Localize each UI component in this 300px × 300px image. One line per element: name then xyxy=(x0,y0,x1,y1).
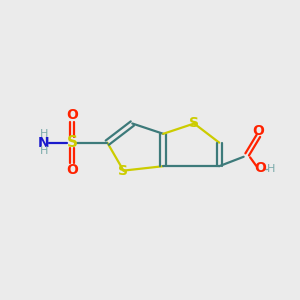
Text: S: S xyxy=(189,116,199,130)
Text: O: O xyxy=(66,108,78,122)
Text: H: H xyxy=(40,146,48,157)
Text: O: O xyxy=(254,161,266,175)
Text: S: S xyxy=(118,164,128,178)
Text: H: H xyxy=(266,164,275,174)
Text: S: S xyxy=(67,135,77,150)
Text: O: O xyxy=(252,124,264,138)
Text: O: O xyxy=(66,163,78,177)
Text: H: H xyxy=(40,129,48,139)
Text: N: N xyxy=(38,136,49,150)
